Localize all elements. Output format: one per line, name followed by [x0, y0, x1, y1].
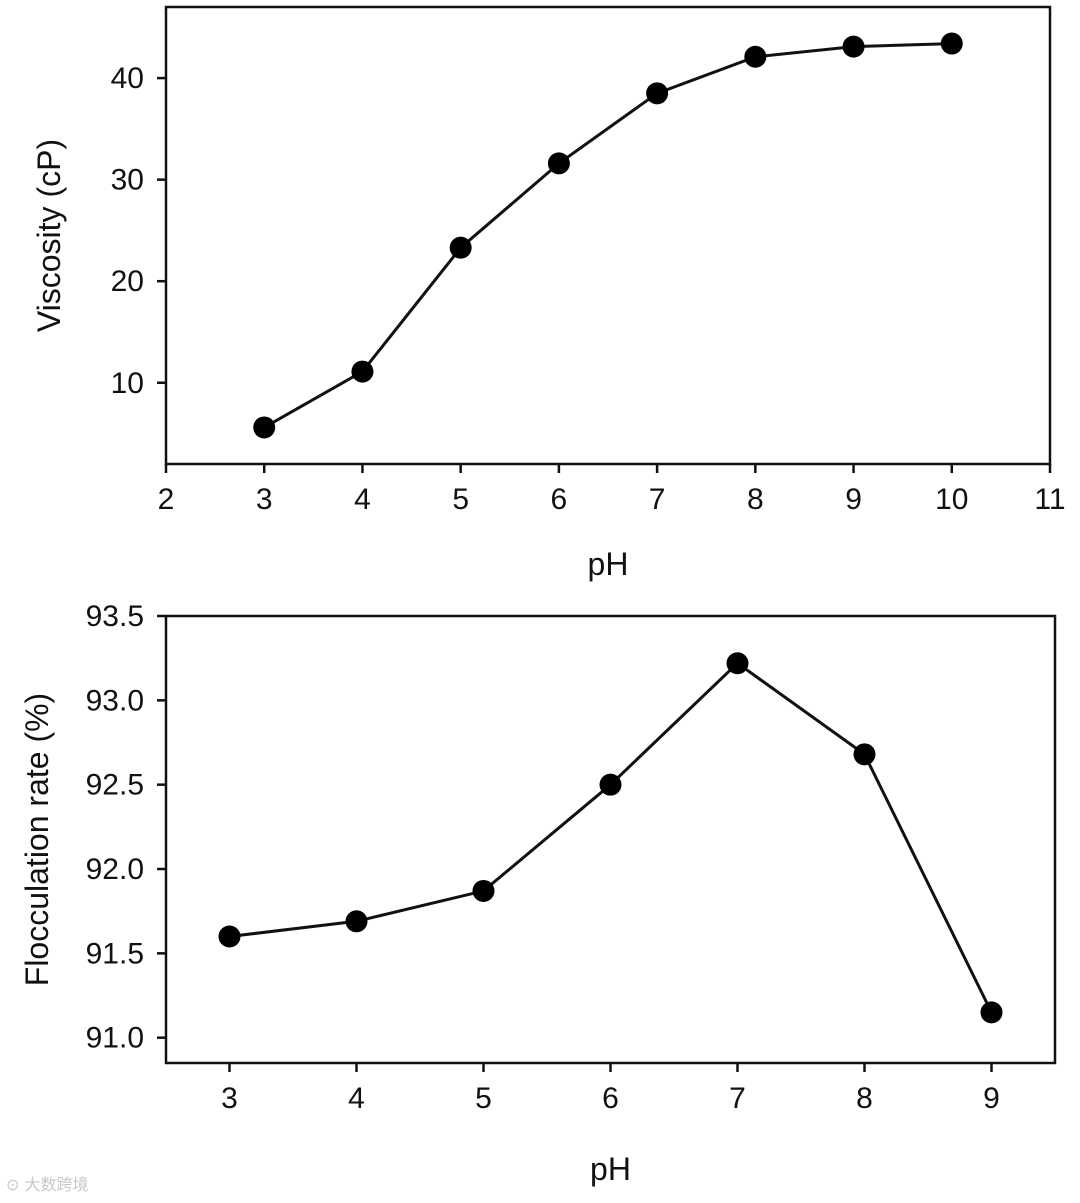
viscosity-y-tick-label: 40 — [111, 62, 144, 95]
viscosity-data-point — [449, 236, 472, 259]
viscosity-x-tick-label: 11 — [1034, 483, 1065, 516]
viscosity-x-tick-label: 8 — [747, 483, 764, 516]
flocculation-data-point — [472, 879, 495, 902]
flocculation-x-axis-title: pH — [590, 1151, 631, 1187]
viscosity-data-point — [351, 360, 374, 383]
viscosity-y-tick-label: 20 — [111, 265, 144, 298]
viscosity-x-tick-label: 7 — [649, 483, 666, 516]
viscosity-x-tick-label: 4 — [354, 483, 371, 516]
viscosity-data-point — [842, 35, 865, 58]
viscosity-x-tick-label: 3 — [256, 483, 273, 516]
watermark-logo: ⊙ 大数跨境 — [6, 1175, 89, 1194]
viscosity-data-point — [253, 416, 276, 439]
viscosity-x-tick-label: 2 — [158, 483, 175, 516]
flocculation-plot-frame — [164, 614, 1057, 1065]
flocculation-x-tick-label: 4 — [348, 1082, 365, 1115]
viscosity-plot-frame — [164, 5, 1052, 466]
flocculation-x-tick-label: 7 — [729, 1082, 746, 1115]
flocculation-y-tick-label: 92.5 — [86, 769, 144, 802]
viscosity-series-line — [263, 42, 952, 429]
viscosity-x-tick-label: 5 — [452, 483, 469, 516]
flocculation-x-tick-label: 5 — [475, 1082, 492, 1115]
flocculation-data-point — [853, 743, 876, 766]
viscosity-y-axis-title: Viscosity (cP) — [31, 139, 67, 332]
flocculation-data-point — [980, 1001, 1003, 1024]
flocculation-data-point — [726, 652, 749, 675]
flocculation-y-tick-label: 92.0 — [86, 853, 144, 886]
viscosity-x-tick-label: 6 — [551, 483, 568, 516]
flocculation-x-tick-label: 9 — [983, 1082, 1000, 1115]
flocculation-series-line — [229, 661, 993, 1014]
viscosity-y-tick-label: 10 — [111, 367, 144, 400]
flocculation-y-axis-title: Flocculation rate (%) — [19, 693, 55, 986]
flocculation-x-tick-label: 3 — [221, 1082, 238, 1115]
viscosity-data-point — [744, 45, 767, 68]
viscosity-x-axis-title: pH — [588, 546, 629, 582]
flocculation-data-point — [218, 925, 241, 948]
flocculation-y-tick-label: 91.0 — [86, 1022, 144, 1055]
flocculation-y-tick-label: 91.5 — [86, 937, 144, 970]
viscosity-x-tick-label: 9 — [845, 483, 862, 516]
flocculation-data-point — [599, 773, 622, 796]
flocculation-y-tick-label: 93.0 — [86, 684, 144, 717]
flocculation-x-tick-label: 6 — [602, 1082, 619, 1115]
watermark-text: 大数跨境 — [24, 1175, 89, 1194]
viscosity-data-point — [940, 32, 963, 55]
viscosity-y-tick-label: 30 — [111, 164, 144, 197]
viscosity-data-point — [547, 152, 570, 175]
flocculation-x-tick-label: 8 — [856, 1082, 873, 1115]
viscosity-x-tick-label: 10 — [935, 483, 968, 516]
flocculation-y-tick-label: 93.5 — [86, 600, 144, 633]
viscosity-data-point — [646, 82, 669, 105]
flocculation-data-point — [345, 910, 368, 933]
